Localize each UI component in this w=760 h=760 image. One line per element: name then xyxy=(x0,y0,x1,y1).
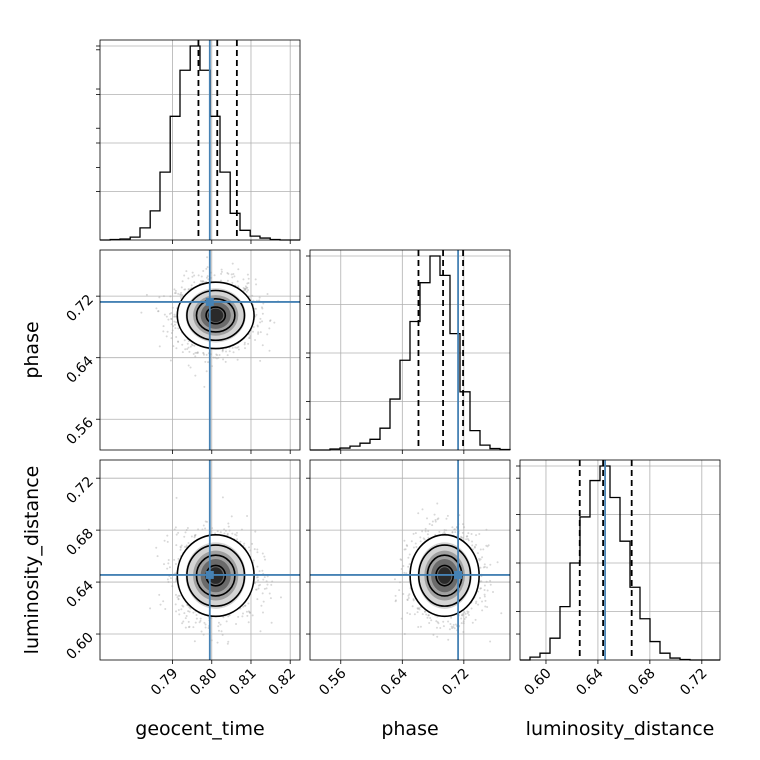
density-fill xyxy=(208,308,224,323)
x-tick-label: 0.60 xyxy=(521,666,554,699)
scatter-panel-geocent_time-luminosity_distance: 0.79 0.80 0.81 0.82 0.60 0.64 0.68 0.72 xyxy=(63,459,301,699)
x-axis-label-phase: phase xyxy=(381,718,438,740)
scatter-panel-geocent_time-phase: 0.56 0.64 0.72 xyxy=(63,249,301,454)
density-layer xyxy=(147,496,282,645)
histogram-step xyxy=(310,255,511,451)
histogram-panel-luminosity_distance: 0.60 0.64 0.68 0.72 xyxy=(516,459,721,699)
panel-border xyxy=(99,39,301,241)
histogram-step xyxy=(100,45,300,241)
x-tick-label: 0.82 xyxy=(266,666,299,699)
panel-border xyxy=(99,459,301,661)
y-tick-label: 0.72 xyxy=(63,474,96,507)
x-tick-label: 0.68 xyxy=(625,666,658,699)
panel-border xyxy=(519,459,721,661)
truth-marker xyxy=(454,570,463,579)
y-tick-label: 0.64 xyxy=(63,353,96,386)
truth-marker xyxy=(205,297,214,306)
y-tick-label: 0.60 xyxy=(63,630,96,663)
y-tick-label: 0.72 xyxy=(63,292,96,325)
contour-line xyxy=(205,306,227,325)
panel-background xyxy=(100,40,300,240)
histogram-panel-phase xyxy=(306,249,511,454)
x-axis-label-geocent_time: geocent_time xyxy=(135,718,264,740)
x-tick-label: 0.64 xyxy=(378,665,411,698)
x-tick-label: 0.56 xyxy=(316,665,349,698)
x-tick-label: 0.72 xyxy=(439,666,472,699)
x-axis-label-luminosity_distance: luminosity_distance xyxy=(526,718,715,740)
truth-marker xyxy=(205,570,214,579)
contour-line xyxy=(176,281,255,350)
x-tick-label: 0.64 xyxy=(573,665,606,698)
histogram-step xyxy=(520,465,720,661)
panel-border xyxy=(309,249,511,451)
scatter-panel-phase-luminosity_distance: 0.56 0.64 0.72 xyxy=(306,459,511,699)
x-tick-label: 0.80 xyxy=(187,666,220,699)
panel-border xyxy=(99,249,301,451)
contour-line xyxy=(195,297,236,333)
panel-background xyxy=(520,460,720,660)
y-tick-label: 0.64 xyxy=(63,578,96,611)
y-axis-label-luminosity_distance: luminosity_distance xyxy=(21,466,43,655)
histogram-panel-geocent_time xyxy=(96,39,301,244)
x-tick-label: 0.72 xyxy=(677,666,710,699)
x-tick-label: 0.81 xyxy=(226,666,259,699)
y-tick-label: 0.56 xyxy=(63,415,96,448)
panel-border xyxy=(309,459,511,661)
y-axis-label-phase: phase xyxy=(21,321,43,378)
contour-line xyxy=(186,289,246,342)
panel-background xyxy=(100,250,300,450)
x-tick-label: 0.79 xyxy=(148,666,181,699)
y-tick-label: 0.68 xyxy=(63,526,96,559)
